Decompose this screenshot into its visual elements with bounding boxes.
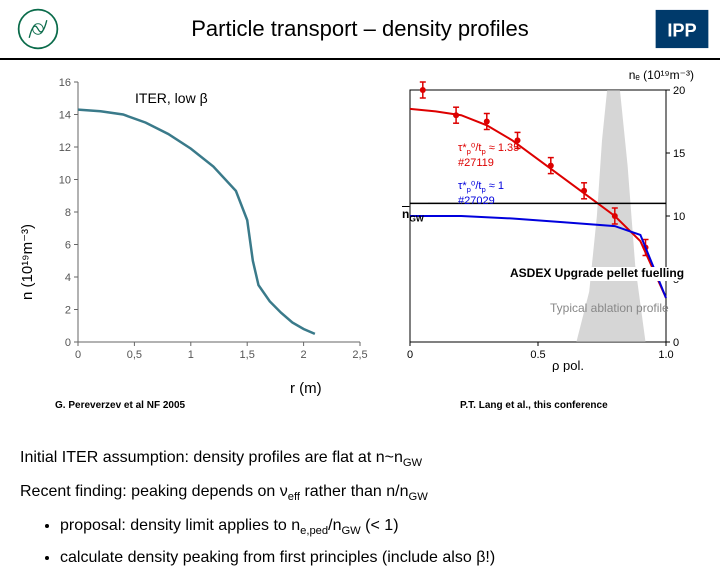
line2-pre: Recent finding: peaking depends on ν — [20, 483, 288, 500]
asdex-density-chart: 0510152000.51.0ρ pol. nₑ (10¹⁹m⁻³) ASDEX… — [390, 72, 700, 372]
svg-text:1,5: 1,5 — [240, 349, 255, 361]
bullet-1: proposal: density limit applies to ne,pe… — [60, 514, 700, 540]
red-series-annot: τ*p⁰/tp ≈ 1.35#27119 — [458, 142, 519, 169]
line1-sub: GW — [403, 457, 422, 469]
b1-pre: proposal: density limit applies to n — [60, 517, 300, 534]
line1-pre: Initial ITER assumption: density profile… — [20, 449, 403, 466]
svg-text:15: 15 — [673, 148, 685, 160]
text-line-2: Recent finding: peaking depends on νeff … — [20, 480, 700, 506]
body-text: Initial ITER assumption: density profile… — [0, 440, 720, 570]
svg-text:0: 0 — [65, 337, 71, 349]
right-credit: P.T. Lang et al., this conference — [460, 400, 608, 411]
svg-text:2: 2 — [65, 305, 71, 317]
bullet-list: proposal: density limit applies to ne,pe… — [20, 514, 700, 570]
blue-shot-label: #27029 — [458, 195, 495, 207]
b1-sub2: GW — [341, 525, 360, 537]
svg-text:1: 1 — [188, 349, 194, 361]
ipp-logo: IPP — [654, 7, 710, 51]
svg-text:IPP: IPP — [667, 20, 696, 40]
y-axis-label: n (10¹⁹m⁻³) — [18, 224, 36, 300]
svg-text:ρ pol.: ρ pol. — [552, 358, 584, 372]
svg-text:16: 16 — [59, 77, 71, 89]
red-shot-label: #27119 — [458, 157, 494, 169]
svg-text:6: 6 — [65, 240, 71, 252]
svg-text:20: 20 — [673, 85, 685, 97]
mpg-logo — [10, 7, 66, 51]
asdex-label: ASDEX Upgrade pellet fuelling — [510, 267, 684, 281]
asdex-label-text: ASDEX Upgrade pellet fuelling — [510, 266, 684, 280]
svg-text:0.5: 0.5 — [530, 349, 545, 361]
left-credit: G. Pereverzev et al NF 2005 — [55, 400, 185, 411]
blue-series-annot: τ*p⁰/tp ≈ 1#27029 — [458, 180, 504, 207]
svg-text:0: 0 — [673, 337, 679, 349]
svg-text:0: 0 — [407, 349, 413, 361]
line2-sub2: GW — [409, 491, 428, 503]
x-axis-label: r (m) — [290, 380, 322, 397]
svg-text:2: 2 — [301, 349, 307, 361]
svg-text:0,5: 0,5 — [127, 349, 142, 361]
svg-text:0: 0 — [75, 349, 81, 361]
line2-sub1: eff — [288, 491, 300, 503]
b1-post: (< 1) — [361, 517, 399, 534]
slide-title: Particle transport – density profiles — [66, 16, 654, 42]
svg-text:2,5: 2,5 — [352, 349, 367, 361]
iter-density-chart: 0 2 4 6 8 10 12 14 16 0 0,5 1 1,5 2 2,5 ITER, low β — [40, 72, 370, 372]
text-line-1: Initial ITER assumption: density profile… — [20, 446, 700, 472]
line2-mid: rather than n/n — [300, 483, 409, 500]
b1-mid: /n — [328, 517, 341, 534]
svg-text:12: 12 — [59, 142, 71, 154]
iter-low-beta-label: ITER, low β — [135, 90, 208, 106]
b1-sub1: e,ped — [300, 525, 328, 537]
svg-text:10: 10 — [59, 175, 71, 187]
ngw-label: nGW — [402, 207, 424, 223]
chart-area: n (10¹⁹m⁻³) 0 2 4 6 8 10 12 14 16 0 0,5 1 1,5 2 2,5 IT… — [0, 60, 720, 440]
svg-text:1.0: 1.0 — [658, 349, 673, 361]
right-top-label: nₑ (10¹⁹m⁻³) — [629, 68, 694, 82]
svg-text:8: 8 — [65, 207, 71, 219]
svg-text:14: 14 — [59, 110, 71, 122]
svg-text:4: 4 — [65, 272, 71, 284]
header-bar: Particle transport – density profiles IP… — [0, 0, 720, 60]
bullet-2: calculate density peaking from first pri… — [60, 546, 700, 570]
svg-text:10: 10 — [673, 211, 685, 223]
ablation-label: Typical ablation profile — [550, 302, 669, 315]
